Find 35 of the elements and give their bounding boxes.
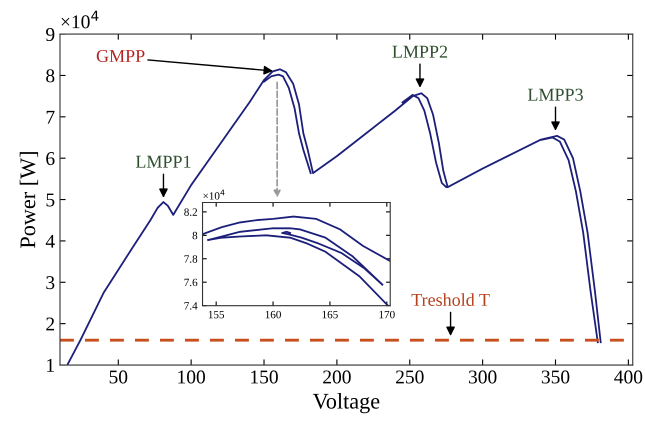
- annotation: GMPP: [96, 50, 144, 62]
- x-tick-label: 170: [379, 310, 395, 318]
- x-tick-label: 300: [468, 370, 496, 384]
- x-tick-label: 50: [110, 370, 128, 384]
- annotation: LMPP2: [392, 46, 448, 58]
- x-axis-title: Voltage: [312, 393, 380, 414]
- y-tick-label: 1: [47, 358, 54, 372]
- text: ×10$^{4}$: [62, 10, 98, 28]
- annotation: LMPP3: [528, 88, 583, 101]
- annotation: Treshold T: [412, 293, 490, 306]
- y-tick-label: 7.8: [184, 255, 198, 263]
- annotation: LMPP1: [136, 156, 190, 168]
- y-tick-label: 3: [46, 276, 54, 290]
- y-tick-label: 7.6: [184, 278, 198, 286]
- x-tick-label: 400: [614, 370, 642, 384]
- y-tick-label: 7.4: [184, 302, 198, 310]
- y-tick-label: 2: [46, 318, 54, 330]
- x-tick-label: 160: [266, 310, 281, 318]
- y-tick-label: 8: [192, 232, 198, 240]
- y-tick-label: 8: [46, 69, 54, 82]
- y-tick-label: 9: [46, 28, 54, 42]
- x-tick-label: 100: [178, 370, 205, 384]
- x-tick-label: 150: [251, 370, 278, 384]
- x-tick-label: 165: [322, 310, 338, 318]
- x-tick-label: 200: [323, 370, 351, 384]
- y-tick-label: 8.2: [184, 208, 198, 216]
- y-tick-label: 6: [46, 152, 55, 166]
- y-tick-label: 5: [46, 194, 54, 206]
- annotation: ×10$^{4}$: [203, 190, 225, 200]
- y-tick-label: 7: [46, 110, 55, 124]
- x-tick-label: 350: [542, 370, 570, 384]
- x-tick-label: 155: [208, 310, 224, 318]
- x-tick-label: 250: [396, 370, 424, 384]
- y-axis-title: Power [W]: [20, 152, 38, 248]
- y-tick-label: 4: [46, 234, 55, 248]
